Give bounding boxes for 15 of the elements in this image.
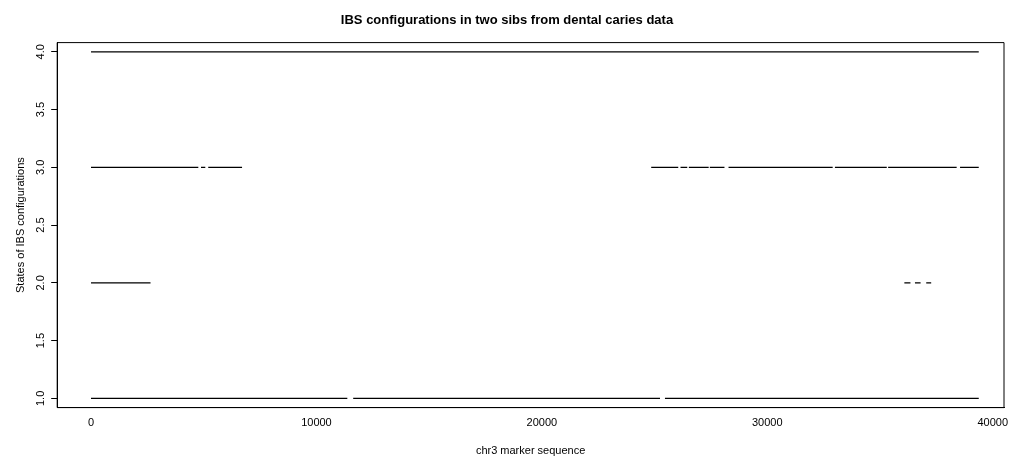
x-tick-label: 10000 [301,416,332,429]
x-tick-label: 20000 [526,416,558,429]
y-axis-title: States of IBS configurations [13,156,26,293]
y-tick-label: 4.0 [34,44,47,60]
y-tick-label: 2.0 [34,275,47,291]
y-tick-label: 2.5 [34,217,47,233]
y-tick-label: 1.0 [34,390,47,407]
x-axis-title: chr3 marker sequence [475,444,586,457]
chart-title: IBS configurations in two sibs from dental caries data [340,12,674,28]
x-tick-label: 0 [87,416,95,429]
x-tick-label: 40000 [977,416,1009,429]
y-tick-label: 3.0 [34,159,47,175]
y-tick-label: 3.5 [34,101,47,118]
y-tick-label: 1.5 [34,332,47,349]
x-tick-label: 30000 [752,416,783,429]
